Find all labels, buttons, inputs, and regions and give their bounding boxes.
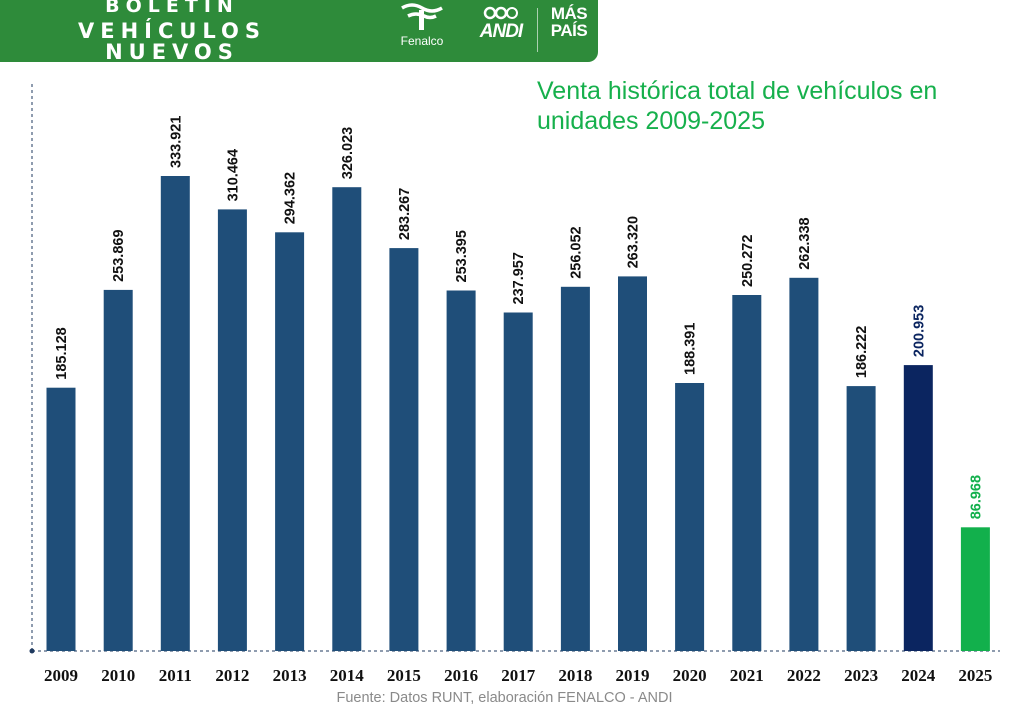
x-tick-label-2019: 2019	[616, 666, 650, 685]
value-label-2015: 283.267	[397, 188, 413, 240]
x-tick-label-2017: 2017	[501, 666, 536, 685]
value-label-2011: 333.921	[168, 116, 184, 168]
x-tick-label-2009: 2009	[44, 666, 78, 685]
bar-2019	[618, 276, 647, 651]
bar-2021	[732, 295, 762, 651]
x-tick-label-2025: 2025	[958, 666, 992, 685]
value-label-2012: 310.464	[225, 149, 241, 201]
value-label-2025: 86.968	[968, 475, 984, 519]
value-label-2016: 253.395	[454, 230, 470, 282]
bar-2015	[389, 248, 419, 651]
mas-pais-line1: MÁS	[550, 4, 588, 23]
bar-2013	[275, 232, 305, 652]
x-tick-label-2013: 2013	[273, 666, 307, 685]
bar-2020	[675, 383, 705, 651]
value-label-2013: 294.362	[283, 172, 299, 224]
andi-logo: ANDI	[468, 6, 534, 43]
value-label-2014: 326.023	[340, 127, 356, 179]
value-label-2009: 185.128	[54, 327, 70, 379]
bar-2014	[332, 187, 362, 651]
x-tick-label-2022: 2022	[787, 666, 821, 685]
value-label-2023: 186.222	[854, 326, 870, 378]
x-tick-label-2023: 2023	[844, 666, 878, 685]
value-label-2010: 253.869	[111, 229, 127, 281]
andi-logo-text: ANDI	[479, 21, 523, 42]
x-tick-label-2012: 2012	[215, 666, 249, 685]
x-tick-label-2020: 2020	[673, 666, 707, 685]
x-tick-label-2016: 2016	[444, 666, 478, 685]
x-tick-label-2021: 2021	[730, 666, 764, 685]
header-banner: BOLETÍN VEHÍCULOS NUEVOS Fenalco ANDI MÁ…	[0, 0, 598, 63]
bulletin-title-line2: VEHÍCULOS NUEVOS	[77, 19, 267, 64]
bar-2011	[160, 176, 190, 651]
value-label-2024: 200.953	[911, 305, 927, 357]
value-label-2019: 263.320	[626, 216, 642, 268]
value-label-2022: 262.338	[797, 217, 813, 269]
andi-mark-icon	[483, 6, 518, 20]
mas-pais-line2: PAÍS	[550, 21, 588, 40]
x-tick-label-2018: 2018	[558, 666, 592, 685]
bar-2022	[789, 277, 819, 651]
bar-2012	[217, 209, 247, 651]
x-tick-label-2011: 2011	[159, 666, 192, 685]
logo-divider	[537, 8, 538, 52]
value-label-2018: 256.052	[568, 226, 584, 278]
x-tick-label-2014: 2014	[330, 666, 365, 685]
x-tick-label-2010: 2010	[101, 666, 135, 685]
fenalco-logo-text: Fenalco	[400, 34, 444, 48]
value-label-2017: 237.957	[511, 252, 527, 304]
fenalco-logo: Fenalco	[390, 2, 454, 48]
fenalco-mark-icon	[401, 3, 443, 30]
bulletin-title: BOLETÍN VEHÍCULOS NUEVOS	[22, 0, 322, 63]
bar-2010	[103, 289, 133, 651]
axis-origin-dot	[29, 648, 35, 654]
source-note: Fuente: Datos RUNT, elaboración FENALCO …	[336, 690, 673, 706]
bar-2024	[903, 365, 933, 651]
bar-2025	[960, 527, 990, 651]
chart-title: Venta histórica total de vehículos en un…	[537, 77, 938, 135]
x-tick-label-2015: 2015	[387, 666, 421, 685]
bar-2009	[46, 387, 76, 651]
value-label-2021: 250.272	[740, 235, 756, 287]
bar-2016	[446, 290, 476, 651]
value-label-2020: 188.391	[683, 323, 699, 375]
bar-2023	[846, 386, 876, 651]
bar-2017	[503, 312, 533, 651]
mas-pais-logo: MÁS PAÍS	[543, 5, 595, 39]
bulletin-title-line1: BOLETÍN	[105, 0, 239, 17]
bar-2018	[560, 286, 590, 651]
x-tick-label-2024: 2024	[901, 666, 936, 685]
